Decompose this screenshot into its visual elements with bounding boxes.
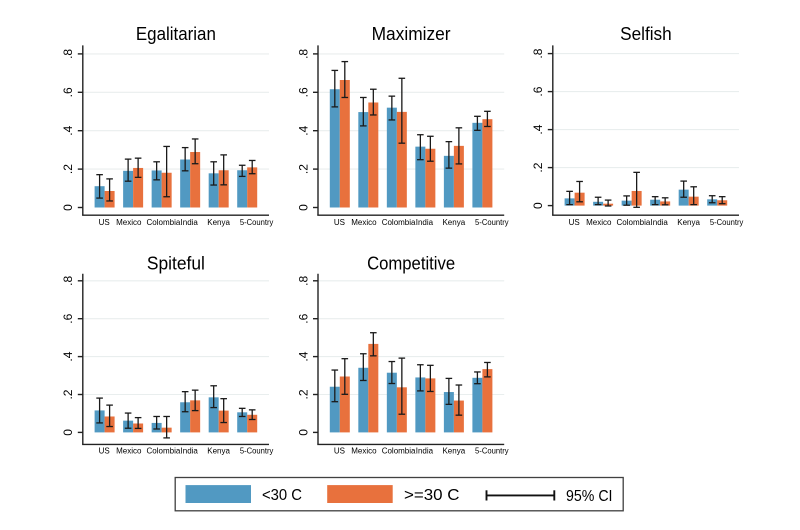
svg-text:<30 C: <30 C: [262, 487, 302, 504]
svg-text:Egalitarian: Egalitarian: [136, 23, 216, 44]
svg-text:India: India: [181, 218, 199, 227]
svg-text:Mexico: Mexico: [116, 447, 142, 456]
svg-text:5-Country: 5-Country: [475, 218, 509, 227]
svg-text:95% CI: 95% CI: [566, 488, 613, 505]
svg-text:India: India: [181, 447, 199, 456]
svg-text:.4: .4: [531, 124, 545, 134]
svg-text:Colombia: Colombia: [382, 447, 416, 456]
svg-text:Colombia: Colombia: [147, 218, 181, 227]
svg-text:.6: .6: [296, 313, 310, 323]
svg-text:Colombia: Colombia: [617, 218, 651, 227]
svg-text:Maximizer: Maximizer: [372, 23, 451, 44]
svg-text:US: US: [99, 447, 110, 456]
svg-text:5-Country: 5-Country: [710, 218, 744, 227]
svg-text:.8: .8: [296, 275, 310, 285]
svg-text:Kenya: Kenya: [677, 218, 700, 227]
svg-text:0: 0: [61, 429, 75, 436]
svg-text:5-Country: 5-Country: [240, 218, 274, 227]
svg-text:Kenya: Kenya: [207, 218, 230, 227]
svg-text:0: 0: [531, 202, 545, 209]
svg-text:.2: .2: [531, 162, 545, 172]
svg-text:.6: .6: [61, 87, 75, 97]
svg-text:US: US: [569, 218, 580, 227]
svg-text:Kenya: Kenya: [207, 447, 230, 456]
svg-text:0: 0: [296, 429, 310, 436]
svg-text:.6: .6: [61, 313, 75, 323]
svg-text:India: India: [416, 218, 434, 227]
svg-text:US: US: [99, 218, 110, 227]
svg-text:Mexico: Mexico: [351, 447, 377, 456]
svg-text:Kenya: Kenya: [442, 447, 465, 456]
svg-text:Spiteful: Spiteful: [147, 252, 205, 273]
svg-text:Kenya: Kenya: [442, 218, 465, 227]
svg-text:.2: .2: [296, 164, 310, 174]
svg-text:India: India: [651, 218, 669, 227]
svg-text:0: 0: [296, 204, 310, 211]
svg-text:>=30 C: >=30 C: [404, 487, 460, 504]
svg-text:.8: .8: [531, 48, 545, 58]
svg-text:US: US: [334, 218, 345, 227]
svg-text:Mexico: Mexico: [116, 218, 142, 227]
svg-text:.4: .4: [61, 125, 75, 135]
svg-text:US: US: [334, 447, 345, 456]
svg-text:.6: .6: [531, 86, 545, 96]
svg-text:.8: .8: [61, 275, 75, 285]
svg-text:0: 0: [61, 204, 75, 211]
svg-text:.4: .4: [61, 351, 75, 361]
svg-text:5-Country: 5-Country: [475, 447, 509, 456]
svg-text:.2: .2: [61, 389, 75, 399]
svg-text:.2: .2: [296, 389, 310, 399]
svg-text:Mexico: Mexico: [351, 218, 377, 227]
svg-text:Mexico: Mexico: [586, 218, 612, 227]
svg-text:Colombia: Colombia: [382, 218, 416, 227]
svg-text:.4: .4: [296, 125, 310, 135]
svg-text:India: India: [416, 447, 434, 456]
svg-text:.4: .4: [296, 351, 310, 361]
svg-text:.6: .6: [296, 87, 310, 97]
svg-text:.8: .8: [61, 49, 75, 59]
svg-text:Colombia: Colombia: [147, 447, 181, 456]
svg-text:Competitive: Competitive: [367, 252, 455, 273]
svg-text:Selfish: Selfish: [620, 23, 672, 44]
svg-text:5-Country: 5-Country: [240, 447, 274, 456]
svg-text:.2: .2: [61, 164, 75, 174]
svg-text:.8: .8: [296, 49, 310, 59]
